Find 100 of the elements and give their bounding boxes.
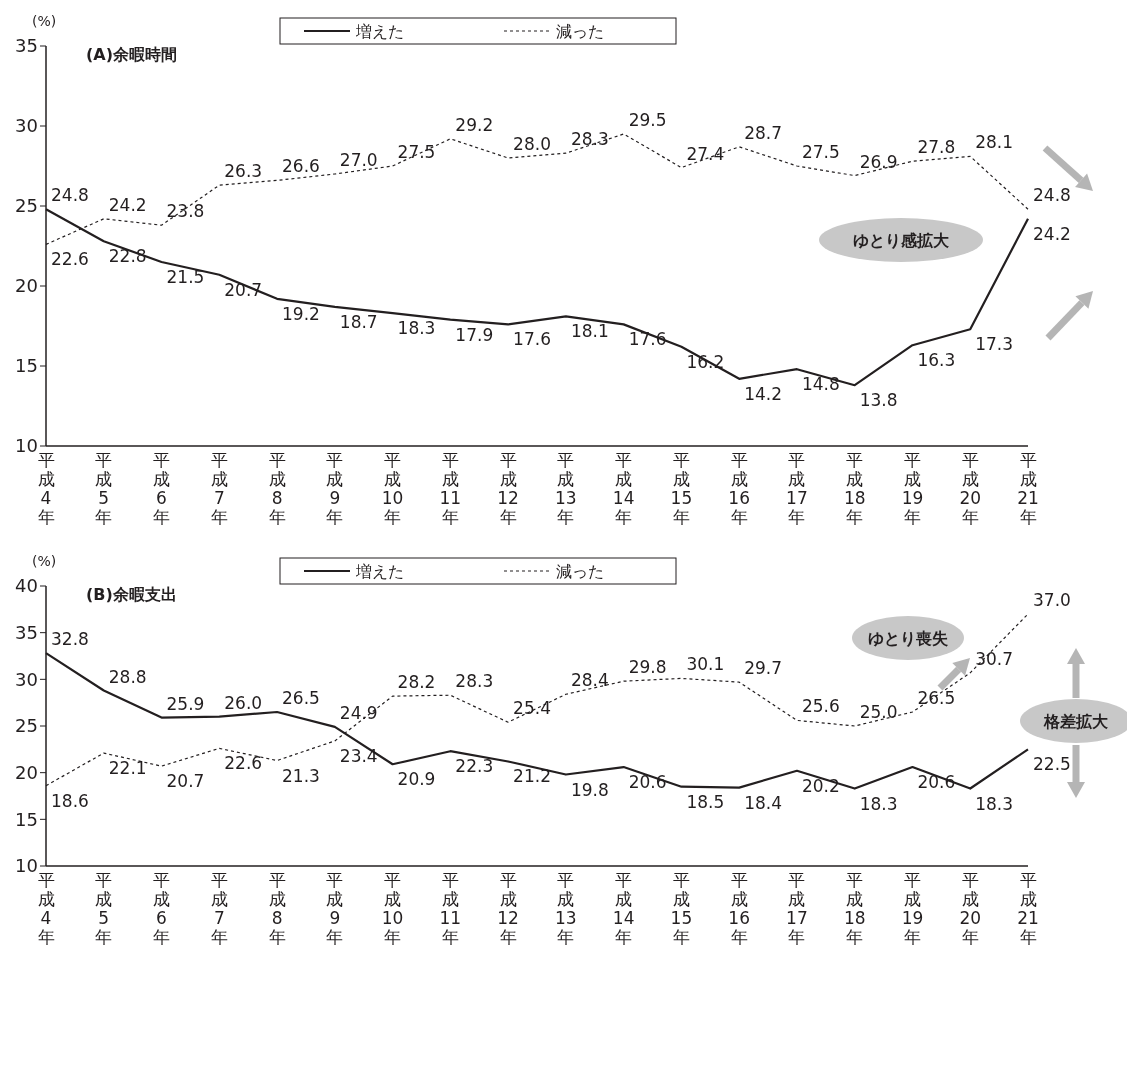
data-label: 23.4	[339, 745, 378, 766]
data-label: 22.6	[51, 249, 89, 270]
data-label: 26.3	[224, 161, 263, 182]
data-label: 28.1	[975, 132, 1014, 153]
annotation: ゆとり感拡大	[853, 230, 950, 250]
data-label: 22.5	[1033, 754, 1071, 775]
data-label: 30.1	[686, 654, 725, 675]
x-tick-label: 平成20年	[959, 870, 982, 947]
data-label: 27.4	[686, 143, 725, 164]
x-tick-label: 平成18年	[843, 450, 866, 527]
oval-label: ゆとり感拡大	[819, 218, 983, 262]
data-label: 21.2	[513, 766, 551, 787]
data-label: 24.2	[108, 194, 147, 215]
x-tick-label: 平成9年	[326, 450, 344, 527]
y-tick-label: 20	[15, 761, 38, 783]
data-label: 29.5	[628, 110, 667, 130]
y-tick-label: 20	[15, 275, 38, 297]
data-label: 18.3	[975, 793, 1014, 814]
data-label: 16.3	[917, 350, 956, 371]
data-label: 27.5	[397, 142, 436, 162]
data-label: 19.8	[570, 779, 609, 800]
x-tick-label: 平成4年	[37, 870, 55, 947]
data-label: 25.6	[801, 696, 840, 717]
data-label: 18.5	[686, 791, 725, 812]
data-label: 18.4	[744, 792, 783, 813]
data-label: 17.3	[975, 334, 1014, 355]
data-label: 29.7	[744, 658, 783, 679]
x-tick-label: 平成20年	[959, 450, 982, 527]
y-tick-label: 35	[15, 35, 38, 57]
y-tick-label: 30	[15, 668, 38, 690]
data-label: 28.7	[744, 122, 783, 143]
y-tick-label: 15	[15, 355, 38, 377]
x-tick-label: 平成16年	[728, 450, 750, 527]
x-tick-label: 平成11年	[439, 450, 462, 527]
chart-title: (A)余暇時間	[86, 45, 178, 64]
x-tick-label: 平成4年	[37, 450, 55, 527]
data-label: 18.6	[51, 790, 89, 811]
x-tick-label: 平成9年	[326, 870, 344, 947]
data-label: 24.2	[1033, 223, 1071, 244]
oval-label: ゆとり喪失	[852, 616, 964, 660]
x-tick-label: 平成15年	[670, 450, 693, 527]
y-tick-label: 10	[15, 855, 38, 877]
data-label: 13.8	[859, 390, 898, 411]
x-tick-label: 平成18年	[843, 870, 866, 947]
annotation: ゆとり喪失	[868, 628, 948, 648]
x-tick-label: 平成16年	[728, 870, 750, 947]
data-label: 25.9	[166, 693, 205, 714]
x-tick-label: 平成10年	[381, 450, 404, 527]
data-label: 24.8	[1033, 185, 1071, 206]
x-tick-label: 平成14年	[612, 870, 635, 947]
x-tick-label: 平成14年	[612, 450, 635, 527]
x-tick-label: 平成19年	[901, 450, 924, 527]
data-label: 20.9	[397, 769, 436, 790]
data-label: 26.5	[917, 688, 956, 708]
x-tick-label: 平成17年	[786, 450, 808, 527]
data-label: 20.7	[166, 771, 205, 792]
data-label: 26.6	[282, 156, 320, 177]
x-tick-label: 平成12年	[497, 450, 519, 527]
data-label: 37.0	[1033, 590, 1071, 610]
x-tick-label: 平成7年	[210, 450, 228, 527]
data-label: 29.2	[455, 114, 494, 135]
x-tick-label: 平成8年	[268, 450, 286, 527]
x-tick-label: 平成11年	[439, 870, 462, 947]
data-label: 28.8	[108, 666, 147, 687]
data-label: 14.8	[801, 374, 840, 395]
data-label: 28.2	[397, 672, 436, 693]
data-label: 23.8	[166, 201, 205, 222]
y-tick-label: 25	[15, 195, 38, 217]
y-tick-label: 25	[15, 715, 38, 737]
x-tick-label: 平成21年	[1017, 870, 1039, 947]
data-label: 27.0	[339, 150, 378, 170]
x-tick-label: 平成19年	[901, 870, 924, 947]
data-label: 27.8	[917, 137, 956, 158]
data-label: 21.5	[166, 267, 205, 287]
data-label: 18.3	[859, 793, 898, 814]
data-label: 25.4	[513, 698, 551, 719]
x-tick-label: 平成5年	[95, 870, 113, 947]
x-tick-label: 平成15年	[670, 870, 693, 947]
data-label: 28.4	[570, 670, 609, 691]
data-label: 28.3	[570, 129, 609, 150]
data-label: 21.3	[282, 765, 320, 786]
data-label: 22.1	[108, 758, 147, 779]
y-tick-label: 35	[15, 621, 38, 643]
y-tick-label: 10	[15, 435, 38, 457]
legend-label: 減った	[556, 561, 604, 581]
data-label: 26.9	[859, 151, 898, 172]
data-label: 32.8	[51, 629, 89, 650]
y-tick-label: 30	[15, 115, 38, 137]
data-label: 25.0	[859, 702, 898, 722]
y-tick-label: 40	[15, 575, 38, 597]
data-label: 27.5	[801, 142, 840, 162]
x-tick-label: 平成13年	[555, 450, 577, 527]
data-label: 18.1	[570, 321, 609, 342]
y-axis-title: (%)	[32, 553, 57, 569]
legend-label: 増えた	[355, 21, 404, 41]
x-tick-label: 平成8年	[268, 870, 286, 947]
data-label: 26.0	[224, 692, 263, 713]
data-label: 17.6	[513, 329, 551, 350]
x-tick-label: 平成6年	[153, 450, 171, 527]
x-tick-label: 平成7年	[210, 870, 228, 947]
